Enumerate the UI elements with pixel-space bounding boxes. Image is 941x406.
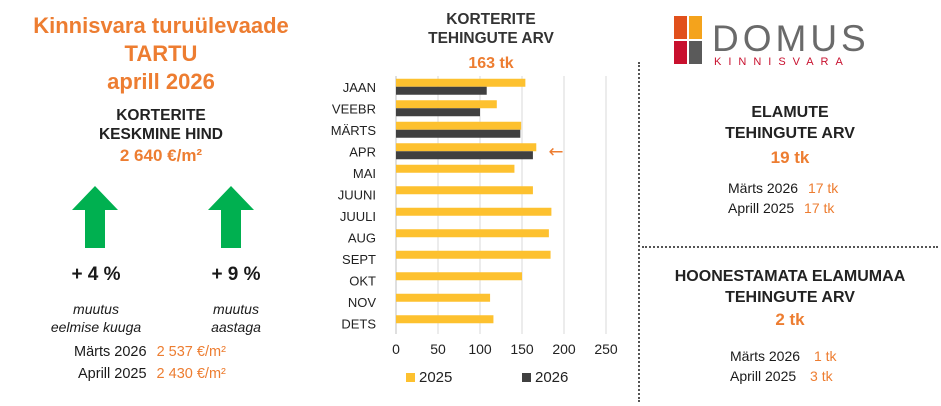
year-change-label-line: muutus [213,301,259,317]
category-label: APR [349,144,376,159]
horizontal-divider [642,246,938,248]
x-tick-label: 200 [552,341,576,357]
comparison-label: Märts 2026 [74,344,147,360]
land-row: Aprill 2025 3 tk [730,368,833,384]
x-tick-label: 150 [510,341,534,357]
report-title-line: Kinnisvara turuülevaade [33,13,289,38]
comparison-label: Aprill 2025 [78,366,147,382]
houses-value: 19 tk [770,148,810,167]
houses-heading-line: TEHINGUTE ARV [725,125,855,142]
category-label: OKT [349,273,376,288]
legend-swatch [522,373,531,382]
avg-price-heading-line: KORTERITE [116,107,206,124]
bar-2025 [396,78,526,87]
land-row-value: 3 tk [810,368,833,384]
comparison-row: Aprill 2025 2 430 €/m² [78,366,226,382]
land-row-label: Aprill 2025 [730,368,797,384]
bar-2025 [396,293,491,302]
category-label: VEEBR [332,101,376,116]
comparison-value: 2 537 €/m² [156,344,226,360]
category-label: JAAN [343,80,376,95]
year-change-value: + 9 % [211,264,261,285]
month-change-label: muutus eelmise kuuga [26,300,166,336]
x-tick-label: 0 [392,341,400,357]
logo-sub-text: KINNISVARA [714,56,850,68]
bar-2026 [396,151,533,160]
houses-row-value: 17 tk [804,200,835,216]
category-label: NOV [348,295,377,310]
land-heading-line: TEHINGUTE ARV [725,289,855,306]
chart-title-line: KORTERITE [446,11,536,28]
bar-2025 [396,100,497,109]
highlight-arrow-icon: ← [548,141,563,162]
year-change-label-line: aastaga [211,319,261,335]
houses-row-value: 17 tk [807,180,839,196]
logo-brand-text: DOMUS [712,18,870,59]
houses-row: Märts 2026 17 tk [728,180,838,196]
bar-2026 [396,129,521,138]
bar-2026 [396,108,480,117]
bar-2025 [396,143,537,152]
category-label: SEPT [342,252,376,267]
category-label: DETS [341,316,376,331]
domus-logo: DOMUS KINNISVARA [674,16,870,68]
bar-2025 [396,207,552,216]
chart-title: KORTERITE TEHINGUTE ARV [386,10,596,48]
category-label: JUUNI [338,187,376,202]
legend-label: 2026 [535,369,568,386]
bar-2025 [396,164,515,173]
land-heading: HOONESTAMATA ELAMUMAA TEHINGUTE ARV [642,266,938,308]
category-label: AUG [348,230,376,245]
houses-row: Aprill 2025 17 tk [728,200,834,216]
bar-2025 [396,250,551,259]
legend-swatch [406,373,415,382]
bar-2025 [396,229,549,238]
x-tick-label: 50 [430,341,446,357]
report-title: Kinnisvara turuülevaade TARTU aprill 202… [0,12,322,96]
vertical-divider [638,62,640,402]
category-label: MAI [353,166,376,181]
avg-price-heading-line: KESKMINE HIND [98,126,223,143]
x-tick-label: 250 [594,341,618,357]
month-change-value: + 4 % [71,264,121,285]
category-label: MÄRTS [331,123,377,138]
houses-row-label: Märts 2026 [728,180,799,196]
comparison-row: Märts 2026 2 537 €/m² [74,344,226,360]
chart-total-value: 163 tk [468,55,514,72]
houses-heading: ELAMUTE TEHINGUTE ARV [642,102,938,144]
category-label: JUULI [340,209,376,224]
houses-heading-line: ELAMUTE [751,104,829,121]
comparison-value: 2 430 €/m² [156,366,226,382]
x-tick-label: 100 [468,341,492,357]
land-heading-line: HOONESTAMATA ELAMUMAA [674,268,906,285]
land-row-value: 1 tk [813,348,837,364]
avg-price-heading: KORTERITE KESKMINE HIND [0,106,322,144]
bar-2026 [396,86,487,95]
land-row: Märts 2026 1 tk [730,348,837,364]
arrow-up-icon [208,186,254,248]
bar-2025 [396,272,522,281]
report-title-line: aprill 2026 [107,69,215,94]
bar-2025 [396,315,494,324]
apartment-transactions-chart: 0 50 100 150 200 250 JAAN VEEBR MÄRTS APR ← MAI JUUN… [331,76,618,386]
chart-title-line: TEHINGUTE ARV [428,30,554,47]
year-change-label: muutus aastaga [166,300,306,336]
avg-price-value: 2 640 €/m² [119,146,203,165]
month-change-label-line: eelmise kuuga [50,319,142,335]
legend-label: 2025 [419,369,452,386]
bar-2025 [396,121,522,130]
land-value: 2 tk [775,310,805,329]
report-title-line: TARTU [124,41,198,66]
bar-2025 [396,186,533,195]
land-row-label: Märts 2026 [730,348,801,364]
arrow-up-icon [72,186,118,248]
month-change-label-line: muutus [73,301,119,317]
houses-row-label: Aprill 2025 [728,200,795,216]
